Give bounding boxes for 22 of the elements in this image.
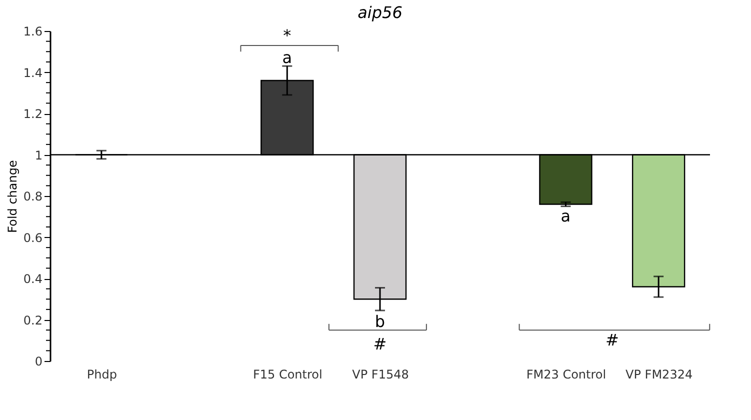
y-tick-label: 0.8 bbox=[23, 190, 42, 204]
annotation: * bbox=[283, 26, 292, 46]
y-tick-label: 0.4 bbox=[23, 272, 42, 286]
y-tick-label: 0.2 bbox=[23, 313, 42, 328]
y-axis-title: Fold change bbox=[5, 160, 20, 233]
x-tick-label: Phdp bbox=[86, 368, 117, 382]
x-tick-label: VP FM2324 bbox=[626, 368, 693, 382]
y-tick-label: 1.2 bbox=[23, 107, 42, 121]
x-tick-label: F15 Control bbox=[252, 368, 322, 382]
annotation: a bbox=[282, 48, 292, 67]
annotation: a bbox=[560, 206, 571, 226]
y-tick-label: 1.6 bbox=[23, 24, 42, 38]
annotation: # bbox=[605, 330, 619, 350]
y-tick-label: 1 bbox=[34, 148, 42, 162]
y-tick-label: 0 bbox=[34, 354, 42, 368]
y-tick-label: 0.6 bbox=[23, 230, 42, 245]
chart-title: aip56 bbox=[358, 3, 402, 22]
annotation: b bbox=[374, 312, 386, 331]
x-tick-label: FM23 Control bbox=[526, 368, 606, 382]
x-tick-label: VP F1548 bbox=[352, 368, 409, 382]
y-tick-label: 1.4 bbox=[23, 66, 42, 80]
annotation: # bbox=[373, 334, 387, 354]
